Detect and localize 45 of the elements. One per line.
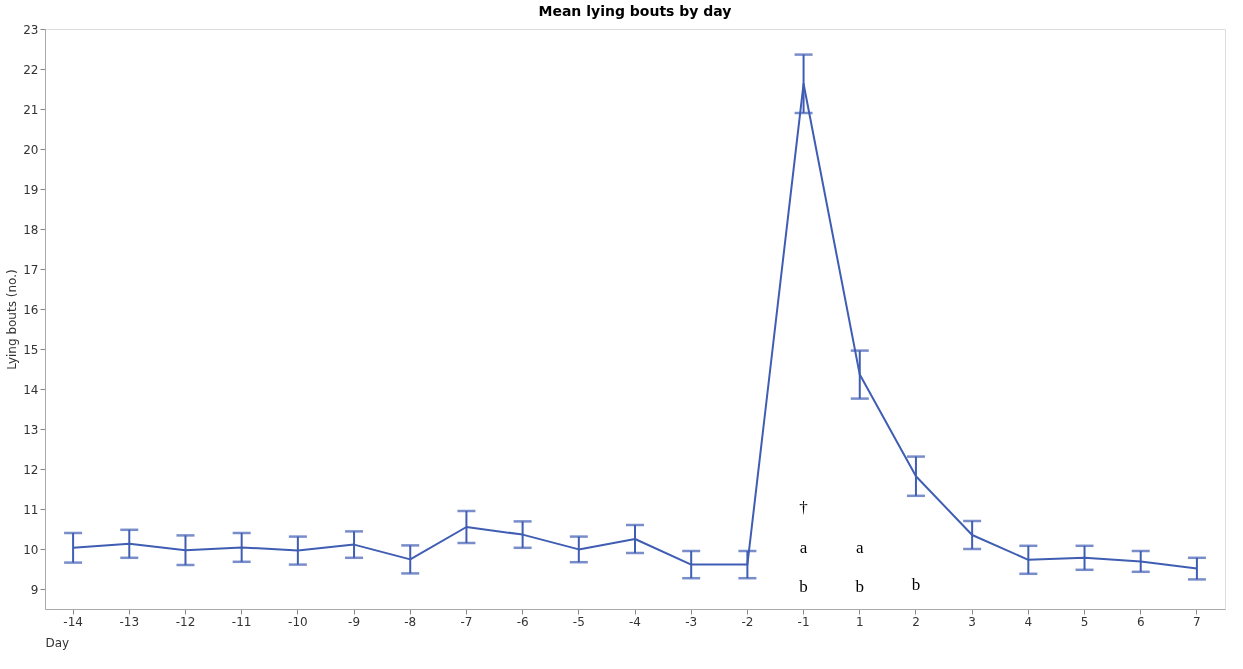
annotation: a: [855, 538, 864, 557]
y-tick-label: 17: [23, 262, 39, 277]
x-tick-label: -2: [741, 614, 754, 629]
y-tick-label: 14: [23, 382, 39, 397]
x-tick-label: -5: [572, 614, 585, 629]
annotation: a: [799, 538, 808, 557]
x-tick-label: 7: [1193, 614, 1201, 629]
y-tick-label: 12: [23, 462, 39, 477]
annotation: b: [855, 577, 865, 596]
x-tick-label: -7: [460, 614, 473, 629]
x-tick-label: -8: [404, 614, 417, 629]
y-tick-label: 19: [23, 182, 39, 197]
y-tick-label: 15: [23, 342, 39, 357]
x-tick-label: -9: [348, 614, 361, 629]
y-tick-label: 9: [30, 582, 39, 597]
x-axis-title: Day: [45, 635, 70, 650]
y-tick-label: 16: [23, 302, 39, 317]
x-tick-label: -11: [231, 614, 252, 629]
annotation: b: [799, 577, 808, 596]
y-tick-label: 13: [23, 422, 39, 437]
annotation: †: [799, 498, 808, 517]
x-tick-label: -12: [175, 614, 196, 629]
x-tick-label: 5: [1080, 614, 1089, 629]
y-tick-label: 20: [23, 142, 39, 157]
x-tick-label: 6: [1136, 614, 1145, 629]
x-tick-label: -10: [288, 614, 308, 629]
y-tick-label: 22: [23, 62, 39, 77]
y-tick-label: 21: [23, 102, 39, 117]
x-tick-label: -13: [119, 614, 140, 629]
x-tick-label: -1: [797, 614, 810, 629]
x-tick-label: -6: [516, 614, 529, 629]
y-tick-label: 23: [23, 22, 39, 37]
x-tick-label: 1: [855, 614, 864, 629]
x-tick-label: -14: [63, 614, 83, 629]
y-tick-label: 11: [23, 502, 39, 517]
y-axis-title: Lying bouts (no.): [5, 269, 20, 370]
annotation: b: [911, 575, 921, 594]
x-tick-label: 4: [1024, 614, 1033, 629]
x-tick-label: 2: [912, 614, 920, 629]
y-tick-label: 10: [23, 542, 39, 557]
x-tick-label: -3: [685, 614, 698, 629]
x-tick-label: -4: [629, 614, 641, 629]
x-tick-label: 3: [968, 614, 976, 629]
chart-title: Mean lying bouts by day: [538, 3, 732, 19]
y-tick-label: 18: [23, 222, 39, 237]
